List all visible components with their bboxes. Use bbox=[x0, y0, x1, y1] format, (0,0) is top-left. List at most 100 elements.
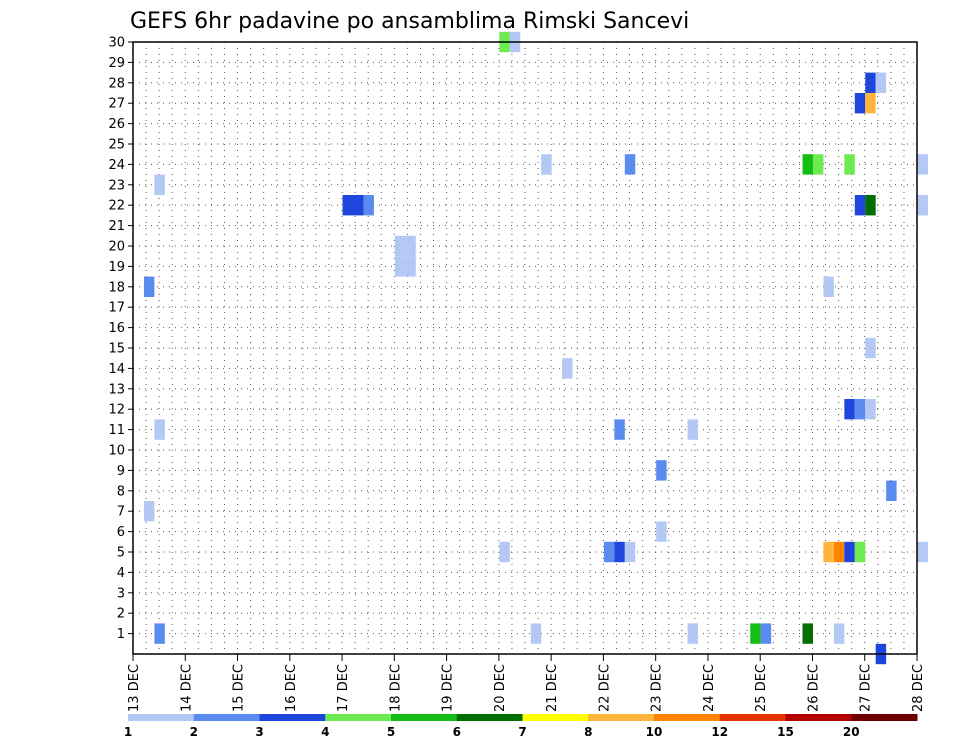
data-cells bbox=[143, 31, 928, 665]
y-tick-label: 20 bbox=[108, 240, 125, 255]
data-cell bbox=[603, 541, 615, 563]
data-cell bbox=[154, 623, 165, 644]
colorbar-swatch bbox=[325, 714, 392, 721]
y-tick-label: 22 bbox=[108, 199, 125, 214]
data-cell bbox=[624, 541, 636, 563]
colorbar-swatch bbox=[654, 714, 721, 721]
colorbar: 1 2 3 4 5 6 7 8 10 12 15 20 bbox=[124, 714, 918, 739]
x-tick-label: 27 DEC bbox=[859, 664, 874, 712]
y-tick-label: 21 bbox=[108, 219, 125, 234]
x-tick-label: 16 DEC bbox=[284, 664, 299, 712]
y-tick-label: 26 bbox=[108, 117, 125, 132]
x-tick-label: 24 DEC bbox=[702, 664, 717, 712]
colorbar-swatch bbox=[719, 714, 786, 721]
x-tick-label: 17 DEC bbox=[336, 664, 351, 712]
data-cell bbox=[687, 419, 698, 440]
data-cell bbox=[353, 195, 364, 216]
data-cell bbox=[823, 541, 834, 563]
data-cell bbox=[802, 154, 813, 175]
y-tick-label: 15 bbox=[108, 342, 125, 357]
data-cell bbox=[143, 501, 155, 522]
data-cell bbox=[499, 541, 510, 563]
y-tick-label: 5 bbox=[117, 546, 125, 561]
data-cell bbox=[886, 480, 897, 501]
data-cell bbox=[530, 623, 542, 644]
x-tick-label: 19 DEC bbox=[441, 664, 456, 712]
colorbar-label: 1 bbox=[124, 725, 132, 739]
y-tick-label: 6 bbox=[117, 525, 125, 540]
data-cell bbox=[833, 541, 845, 563]
data-cell bbox=[844, 399, 855, 420]
chart-title: GEFS 6hr padavine po ansamblima Rimski S… bbox=[130, 9, 689, 34]
y-tick-label: 24 bbox=[108, 158, 125, 173]
y-tick-label: 19 bbox=[108, 260, 125, 275]
data-cell bbox=[833, 623, 845, 644]
y-tick-label: 4 bbox=[117, 566, 125, 581]
data-cell bbox=[875, 72, 887, 93]
colorbar-label: 3 bbox=[255, 725, 263, 739]
y-tick-label: 17 bbox=[108, 301, 125, 316]
x-tick-label: 13 DEC bbox=[127, 664, 142, 712]
data-cell bbox=[865, 72, 876, 93]
y-tick-label: 8 bbox=[117, 484, 125, 499]
y-tick-label: 10 bbox=[108, 444, 125, 459]
y-axis: 1234567891011121314151617181920212223242… bbox=[108, 36, 133, 642]
y-tick-label: 23 bbox=[108, 178, 125, 193]
data-cell bbox=[750, 623, 761, 644]
colorbar-swatch bbox=[128, 714, 195, 721]
data-cell bbox=[865, 195, 876, 216]
data-cell bbox=[614, 541, 625, 563]
y-tick-label: 11 bbox=[108, 423, 125, 438]
data-cell bbox=[854, 195, 866, 216]
colorbar-swatch bbox=[588, 714, 655, 721]
data-cell bbox=[541, 154, 552, 175]
y-tick-label: 1 bbox=[117, 627, 125, 642]
colorbar-label: 15 bbox=[777, 725, 794, 739]
data-cell bbox=[917, 541, 928, 563]
y-tick-label: 30 bbox=[108, 36, 125, 51]
data-cell bbox=[562, 358, 573, 379]
data-cell bbox=[917, 195, 928, 216]
colorbar-swatch bbox=[391, 714, 458, 721]
data-cell bbox=[614, 419, 625, 440]
x-tick-label: 14 DEC bbox=[179, 664, 194, 712]
y-tick-label: 7 bbox=[117, 505, 125, 520]
data-cell bbox=[394, 256, 406, 277]
x-axis: 13 DEC 14 DEC 15 DEC 16 DEC 17 DEC 18 DEC 19 D… bbox=[127, 654, 926, 712]
y-tick-label: 2 bbox=[117, 607, 125, 622]
data-cell bbox=[624, 154, 636, 175]
colorbar-label: 8 bbox=[584, 725, 592, 739]
colorbar-label: 10 bbox=[646, 725, 663, 739]
y-tick-label: 27 bbox=[108, 97, 125, 112]
data-cell bbox=[394, 235, 406, 257]
data-cell bbox=[854, 541, 866, 563]
y-tick-label: 12 bbox=[108, 403, 125, 418]
x-tick-label: 23 DEC bbox=[650, 664, 665, 712]
data-cell bbox=[854, 93, 866, 114]
data-cell bbox=[865, 399, 876, 420]
grid-lines bbox=[132, 42, 918, 654]
colorbar-swatch bbox=[851, 714, 918, 721]
y-tick-label: 9 bbox=[117, 464, 125, 479]
x-tick-label: 25 DEC bbox=[754, 664, 769, 712]
colorbar-label: 20 bbox=[843, 725, 860, 739]
y-tick-label: 3 bbox=[117, 586, 125, 601]
data-cell bbox=[844, 154, 855, 175]
colorbar-swatch bbox=[456, 714, 523, 721]
data-cell bbox=[143, 276, 155, 297]
data-cell bbox=[154, 419, 165, 440]
data-cell bbox=[656, 521, 667, 542]
data-cell bbox=[917, 154, 928, 175]
data-cell bbox=[854, 399, 866, 420]
y-tick-label: 28 bbox=[108, 76, 125, 91]
colorbar-label: 12 bbox=[711, 725, 728, 739]
data-cell bbox=[802, 623, 813, 644]
colorbar-label: 2 bbox=[190, 725, 198, 739]
colorbar-label: 4 bbox=[321, 725, 329, 739]
x-tick-label: 26 DEC bbox=[806, 664, 821, 712]
data-cell bbox=[760, 623, 772, 644]
y-tick-label: 29 bbox=[108, 56, 125, 71]
data-cell bbox=[405, 235, 416, 257]
data-cell bbox=[363, 195, 374, 216]
